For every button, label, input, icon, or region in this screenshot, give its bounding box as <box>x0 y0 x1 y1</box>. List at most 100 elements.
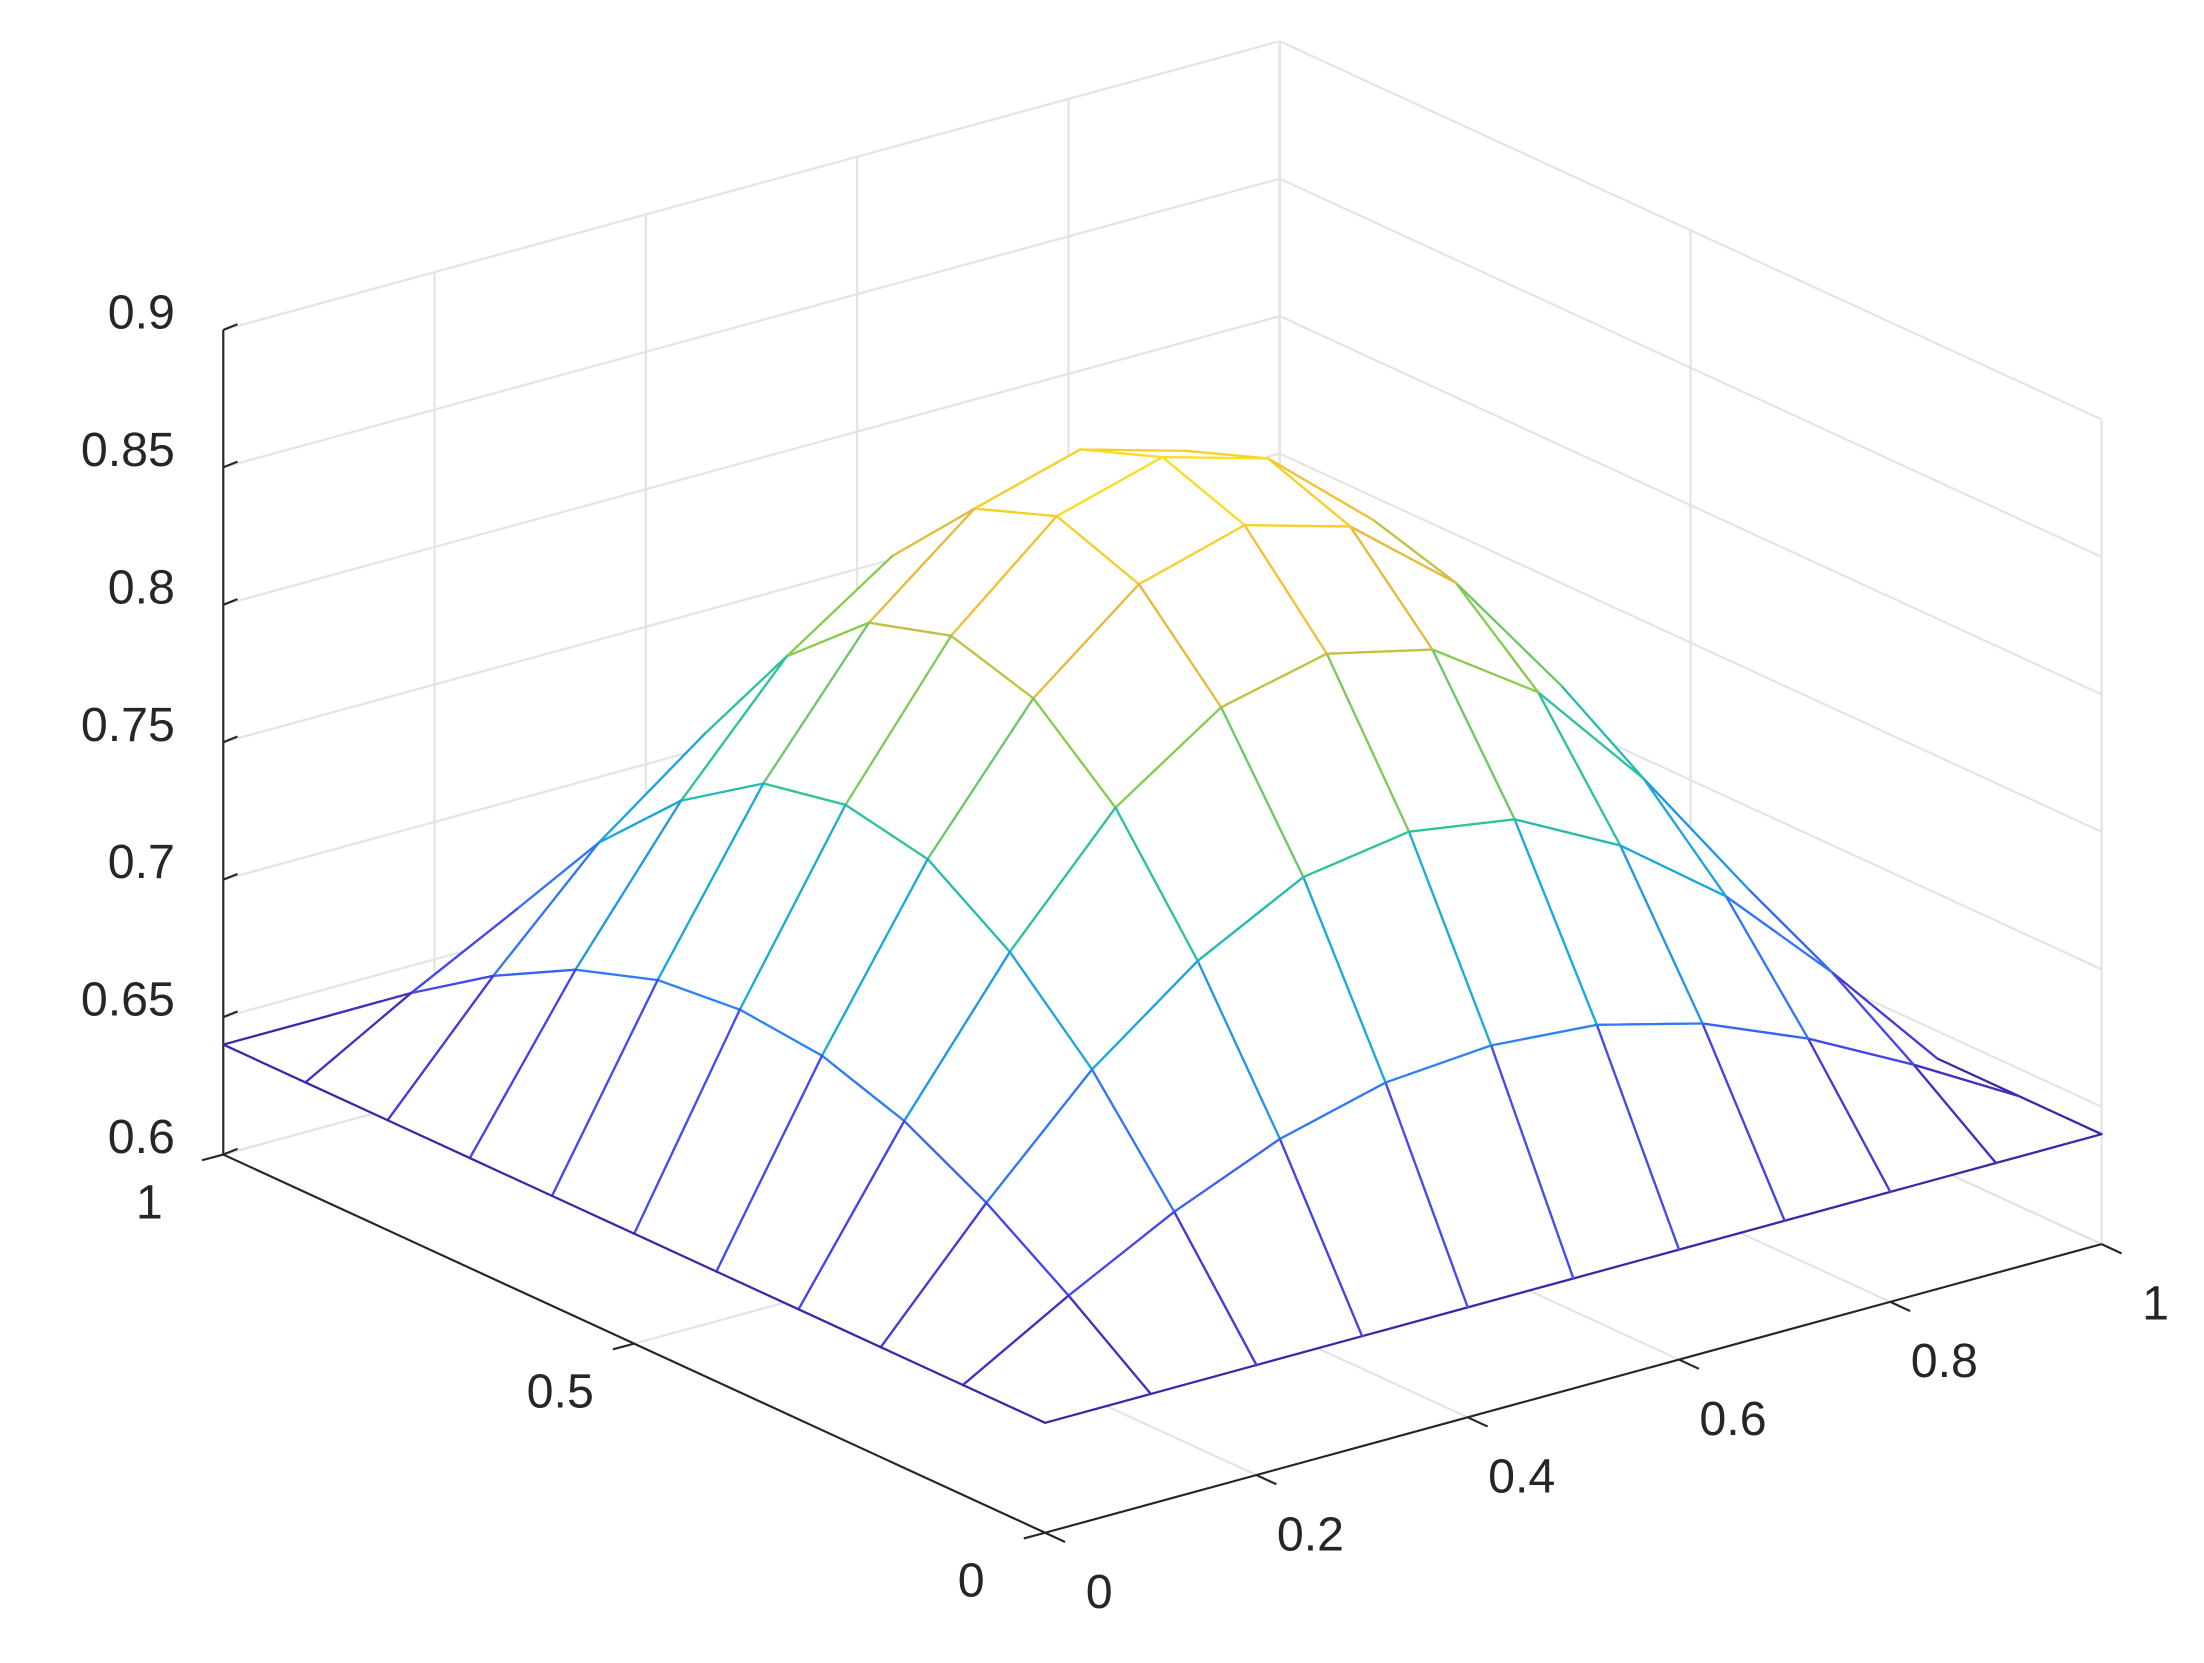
mesh-line <box>785 621 871 658</box>
mesh-line <box>973 448 1082 510</box>
mesh-line <box>574 968 659 982</box>
mesh-line <box>1912 1063 1998 1165</box>
mesh-line <box>1560 684 1645 780</box>
mesh-line <box>1490 1044 1575 1280</box>
z-tick-label: 0.85 <box>81 423 175 477</box>
mesh-line <box>1243 524 1328 655</box>
mesh-face <box>1068 1211 1257 1394</box>
mesh-line <box>1266 457 1375 522</box>
mesh-line <box>820 1054 906 1123</box>
mesh-line <box>1255 1335 1364 1367</box>
mesh-line <box>1067 1294 1152 1396</box>
mesh-face <box>1596 1023 1785 1250</box>
mesh-face <box>305 975 494 1121</box>
mesh-line <box>1173 1137 1282 1213</box>
mesh-line <box>1454 581 1540 694</box>
mesh-face <box>1197 877 1386 1139</box>
mesh-line <box>1114 806 1199 963</box>
mesh-line <box>985 1068 1094 1204</box>
mesh-line <box>844 634 953 807</box>
mesh-face <box>986 1069 1175 1296</box>
mesh-line <box>1701 1022 1786 1222</box>
mesh-line <box>797 1119 906 1311</box>
mesh-line <box>679 655 788 802</box>
x-tick <box>1678 1358 1700 1370</box>
mesh-line <box>1830 970 1939 1060</box>
mesh-line <box>879 1346 965 1387</box>
mesh-face <box>1385 1045 1574 1308</box>
mesh-line <box>1278 1081 1387 1141</box>
mesh-line <box>762 621 871 785</box>
mesh-line <box>1196 875 1305 963</box>
mesh-face <box>387 969 576 1159</box>
mesh-line <box>1994 1133 2103 1165</box>
z-tick-label: 0.9 <box>108 285 175 339</box>
mesh-line <box>656 978 741 1011</box>
mesh-line <box>1536 691 1645 780</box>
mesh-face <box>1808 1038 1996 1192</box>
mesh-line <box>1302 875 1387 1084</box>
mesh-line <box>222 1014 331 1046</box>
mesh-line <box>1701 1022 1810 1040</box>
mesh-face <box>598 656 787 843</box>
mesh-face <box>1303 831 1492 1083</box>
y-tick-label: 1 <box>136 1175 163 1229</box>
mesh-face <box>845 635 1034 860</box>
mesh-line <box>1595 1023 1681 1251</box>
mesh-line <box>1619 844 1728 898</box>
mesh-line <box>1090 1068 1176 1213</box>
mesh-line <box>1889 1161 1998 1194</box>
mesh-line <box>1032 697 1117 809</box>
z-tick-label: 0.6 <box>108 1110 175 1164</box>
mesh-face <box>1174 1138 1363 1366</box>
grid-line <box>223 315 1281 606</box>
mesh-face <box>575 783 764 981</box>
mesh-line <box>468 968 577 1160</box>
mesh-line <box>844 803 929 861</box>
mesh-line <box>1806 1037 1915 1066</box>
mesh-line <box>679 782 765 802</box>
mesh-line <box>386 974 495 1122</box>
mesh-line <box>1407 830 1493 1047</box>
mesh-line <box>1454 581 1563 688</box>
mesh-line <box>409 974 495 995</box>
y-tick <box>612 1342 635 1351</box>
mesh-line <box>1220 652 1328 709</box>
mesh-line <box>891 507 976 558</box>
mesh-line <box>738 1008 824 1057</box>
mesh-line <box>1149 1363 1258 1396</box>
mesh-face <box>962 1295 1151 1423</box>
mesh-line <box>903 950 1012 1123</box>
mesh-line <box>715 1054 824 1273</box>
mesh-face <box>904 951 1093 1203</box>
mesh-face <box>1326 649 1515 832</box>
z-tick-label: 0.65 <box>81 973 175 1027</box>
mesh-face <box>552 980 740 1234</box>
mesh-line <box>1619 844 1704 1025</box>
mesh-line <box>1536 691 1622 847</box>
grid-line <box>223 177 1281 469</box>
mesh-face <box>951 516 1139 699</box>
mesh-line <box>222 1043 307 1084</box>
grid-line <box>223 40 1281 331</box>
mesh-line <box>1407 818 1516 833</box>
mesh-line <box>1079 448 1188 453</box>
mesh-line <box>597 799 683 844</box>
mesh-line <box>1677 1219 1786 1251</box>
mesh-line <box>903 1119 988 1204</box>
mesh-line <box>1137 583 1223 709</box>
x-tick-label: 0.8 <box>1911 1334 1978 1388</box>
mesh-line <box>961 1383 1047 1424</box>
mesh-face <box>1455 582 1644 779</box>
mesh-face <box>1620 845 1809 1039</box>
mesh-line <box>492 841 601 978</box>
mesh-line <box>550 1194 636 1235</box>
mesh-face <box>1514 819 1703 1025</box>
z-tick <box>222 460 238 469</box>
mesh-line <box>1055 455 1164 518</box>
mesh-face <box>1268 458 1456 583</box>
y-tick-label: 0 <box>958 1554 985 1608</box>
mesh-line <box>738 803 847 1011</box>
mesh-line <box>492 968 577 978</box>
x-axis <box>1044 1243 2102 1534</box>
